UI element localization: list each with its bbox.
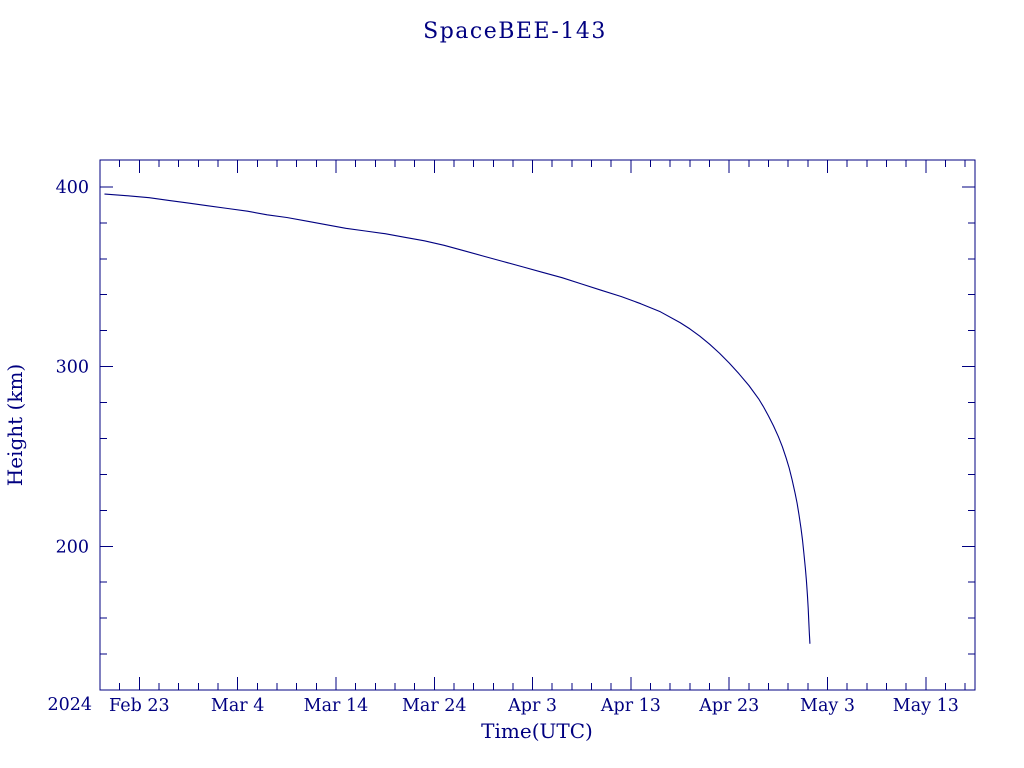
x-tick-label: Mar 24 xyxy=(402,696,467,716)
x-tick-label: Mar 14 xyxy=(304,696,369,716)
tick-labels: Feb 23 Mar 4 Mar 14 Mar 24 Apr 3 Apr 13 Apr 23… xyxy=(56,178,959,716)
x-tick-label: Apr 23 xyxy=(698,696,759,716)
x-tick-label: May 3 xyxy=(800,696,855,716)
x-tick-label: Mar 4 xyxy=(211,696,264,716)
year-label: 2024 xyxy=(47,695,92,715)
generated-plot-elements: Feb 23 Mar 4 Mar 14 Mar 24 Apr 3 Apr 13 Apr 23… xyxy=(56,159,976,716)
x-tick-label: Apr 13 xyxy=(600,696,661,716)
x-tick-label: May 13 xyxy=(893,696,959,716)
y-tick-label: 200 xyxy=(56,537,89,557)
x-tick-label: Apr 3 xyxy=(507,696,557,716)
height-series-line xyxy=(104,193,811,644)
x-axis-label: Time(UTC) xyxy=(481,719,593,743)
chart-title: SpaceBEE-143 xyxy=(423,19,607,44)
y-axis-label: Height (km) xyxy=(3,364,27,486)
y-tick-label: 300 xyxy=(56,358,89,378)
axes-frame xyxy=(99,159,976,691)
x-tick-label: Feb 23 xyxy=(109,696,170,716)
y-tick-label: 400 xyxy=(56,178,89,198)
